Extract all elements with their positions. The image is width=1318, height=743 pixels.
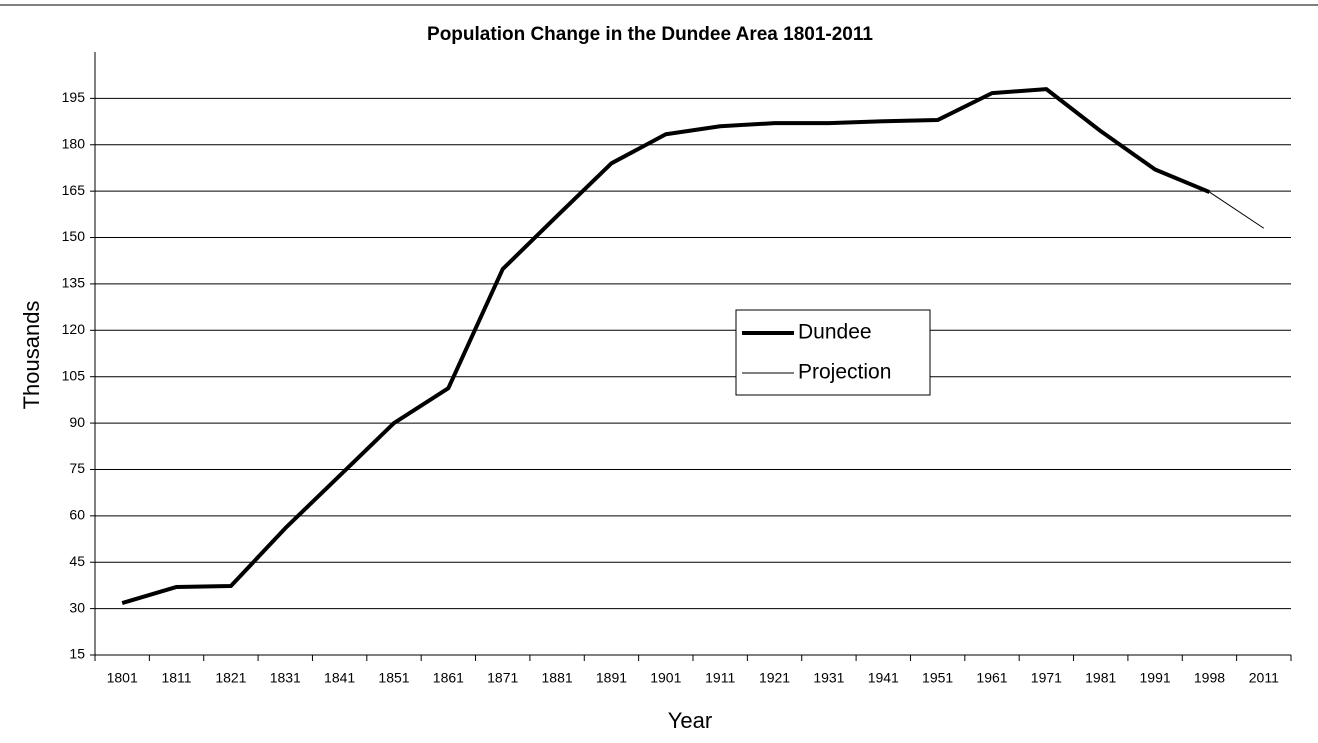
y-tick-label: 135 <box>62 275 86 291</box>
x-tick-label: 1841 <box>324 670 355 686</box>
series-line <box>1209 191 1265 229</box>
x-tick-label: 1921 <box>759 670 790 686</box>
y-tick-label: 30 <box>69 599 85 615</box>
x-tick-label: 1961 <box>976 670 1007 686</box>
x-tick-label: 1881 <box>542 670 573 686</box>
x-tick-label: 1941 <box>868 670 899 686</box>
y-tick-label: 150 <box>62 228 86 244</box>
legend-label: Projection <box>798 361 891 384</box>
y-tick-label: 180 <box>62 135 86 151</box>
y-tick-label: 75 <box>69 460 85 476</box>
y-tick-label: 105 <box>62 367 86 383</box>
x-tick-label: 2011 <box>1249 670 1279 686</box>
x-tick-label: 1831 <box>270 670 301 686</box>
y-axis-label: Thousands <box>19 301 44 410</box>
x-tick-label: 1871 <box>487 670 518 686</box>
x-tick-label: 1911 <box>705 670 735 686</box>
x-tick-label: 1851 <box>378 670 409 686</box>
legend-label: Dundee <box>798 321 872 344</box>
legend-box <box>735 309 931 396</box>
legend: Dundee Projection <box>735 309 931 396</box>
x-tick-label: 1981 <box>1085 670 1116 686</box>
series-line <box>121 87 1211 605</box>
x-tick-label: 1971 <box>1031 670 1062 686</box>
x-tick-label: 1821 <box>215 670 246 686</box>
x-tick-label: 1901 <box>650 670 681 686</box>
chart-title: Population Change in the Dundee Area 180… <box>427 24 873 45</box>
y-tick-label: 195 <box>62 89 86 105</box>
y-tick-label: 165 <box>62 182 86 198</box>
x-tick-label: 1891 <box>596 670 627 686</box>
x-tick-label: 1998 <box>1194 670 1225 686</box>
x-tick-label: 1801 <box>107 670 138 686</box>
x-axis-label: Year <box>668 708 712 733</box>
x-tick-label: 1931 <box>813 670 844 686</box>
x-tick-label: 1811 <box>161 670 191 686</box>
x-tick-label: 1991 <box>1140 670 1171 686</box>
y-tick-label: 60 <box>69 507 85 523</box>
x-tick-label: 1861 <box>433 670 464 686</box>
y-tick-label: 120 <box>62 321 86 337</box>
y-tick-label: 90 <box>69 414 85 430</box>
y-tick-label: 15 <box>69 646 85 662</box>
x-tick-label: 1951 <box>922 670 953 686</box>
y-tick-label: 45 <box>69 553 85 569</box>
